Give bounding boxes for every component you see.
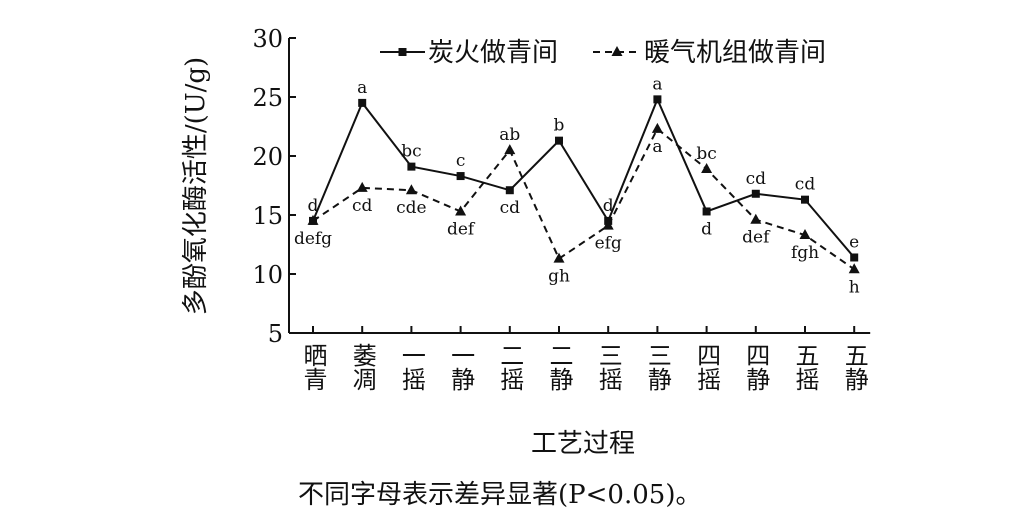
y-tick-label: 20 <box>252 143 283 171</box>
series-1-sig-label: e <box>849 232 859 252</box>
series-2-point <box>455 205 467 216</box>
series-2-point <box>553 252 565 263</box>
series-1-sig-label: cd <box>795 175 816 195</box>
series-1-point <box>801 195 809 204</box>
series-2-sig-label: a <box>652 137 662 157</box>
series-1-sig-label: b <box>554 116 565 136</box>
series-1-point <box>505 186 514 195</box>
y-tick-label: 10 <box>252 261 283 289</box>
series-1-sig-label: cd <box>500 198 521 218</box>
x-tick-label: 三静 <box>643 343 671 391</box>
series-2-sig-label: gh <box>548 267 570 287</box>
series-2-point <box>602 219 614 230</box>
x-tick-label: 晒青 <box>299 343 327 391</box>
series-1-point <box>456 172 465 181</box>
x-axis-title: 工艺过程 <box>531 429 635 459</box>
y-tick-label: 30 <box>252 25 283 53</box>
series-2-point <box>307 214 319 225</box>
series-2-sig-label: def <box>742 228 771 248</box>
x-tick-label: 二摇 <box>496 343 524 391</box>
series-1-point <box>407 162 416 171</box>
series-2-point <box>504 144 516 155</box>
y-axis-title: 多酚氧化酶活性/(U/g) <box>181 57 211 315</box>
series-2-sig-label: efg <box>595 234 622 254</box>
y-tick-label: 15 <box>252 202 283 230</box>
series-2-point <box>750 213 762 224</box>
legend-label-2: 暖气机组做青间 <box>644 38 826 68</box>
series-2-point <box>848 263 860 274</box>
footnote: 不同字母表示差异显著(P<0.05)。 <box>298 480 701 510</box>
series-1-sig-label: cd <box>746 169 767 189</box>
series-1-sig-label: d <box>701 219 712 239</box>
x-tick-label: 三摇 <box>594 343 622 391</box>
series-1-sig-label: c <box>456 151 466 171</box>
series-2-point <box>405 184 417 195</box>
series-1-sig-label: bc <box>401 142 421 162</box>
series-line-1 <box>312 96 855 259</box>
x-tick-label: 萎凋 <box>348 343 376 391</box>
series-2-sig-label: ab <box>499 125 520 145</box>
series-1-point <box>653 95 662 104</box>
series-1-point <box>702 207 711 216</box>
x-tick-label: 二静 <box>545 343 573 391</box>
series-2-point <box>651 122 663 133</box>
series-2-sig-label: cd <box>352 196 373 216</box>
series-1-sig-label: a <box>357 78 367 98</box>
x-tick-label: 四摇 <box>693 343 721 391</box>
legend-marker-2 <box>611 46 623 56</box>
series-2-sig-label: fgh <box>791 243 819 263</box>
series-2-sig-label: h <box>849 277 860 297</box>
series-1-sig-label: a <box>652 74 662 94</box>
series-1-point <box>555 136 563 145</box>
series-line-2 <box>312 127 855 271</box>
series-1-point <box>751 189 760 198</box>
y-tick-label: 5 <box>268 320 283 348</box>
x-tick-label: 五摇 <box>791 343 819 391</box>
series-2-sig-label: bc <box>696 144 716 164</box>
series-2-point <box>701 162 713 173</box>
legend-marker-1 <box>398 48 407 56</box>
series-2-sig-label: defg <box>294 229 332 249</box>
legend-label-1: 炭火做青间 <box>428 38 558 68</box>
series-2-point <box>799 229 811 240</box>
series-2-sig-label: def <box>447 219 476 239</box>
series-1-sig-label: d <box>308 196 319 216</box>
x-tick-label: 四静 <box>742 343 770 391</box>
series-1-sig-label: d <box>603 196 614 216</box>
series-1-point <box>358 98 367 107</box>
series-1-point <box>850 253 859 262</box>
x-tick-label: 一摇 <box>397 343 425 391</box>
series-2-sig-label: cde <box>396 198 426 218</box>
x-tick-label: 五静 <box>840 343 868 391</box>
series-2-point <box>356 181 368 192</box>
x-tick-label: 一静 <box>447 343 475 391</box>
y-tick-label: 25 <box>252 84 283 112</box>
